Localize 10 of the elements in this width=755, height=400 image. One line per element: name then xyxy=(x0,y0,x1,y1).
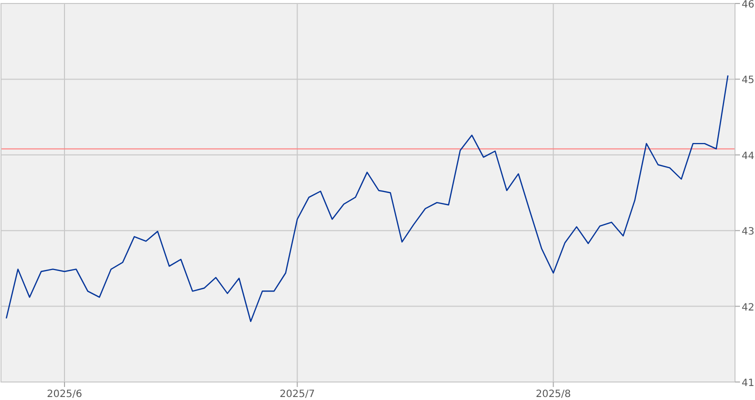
x-tick-label: 2025/8 xyxy=(536,389,571,400)
x-tick-label: 2025/7 xyxy=(280,389,315,400)
y-tick-label: 46 xyxy=(742,0,754,10)
y-tick-label: 41 xyxy=(742,378,754,389)
y-tick-label: 43 xyxy=(742,226,754,238)
x-tick-label: 2025/6 xyxy=(46,389,82,400)
y-tick-label: 44 xyxy=(742,150,754,162)
y-tick-label: 42 xyxy=(742,302,754,314)
y-tick-label: 45 xyxy=(742,75,754,86)
line-series xyxy=(6,74,728,322)
